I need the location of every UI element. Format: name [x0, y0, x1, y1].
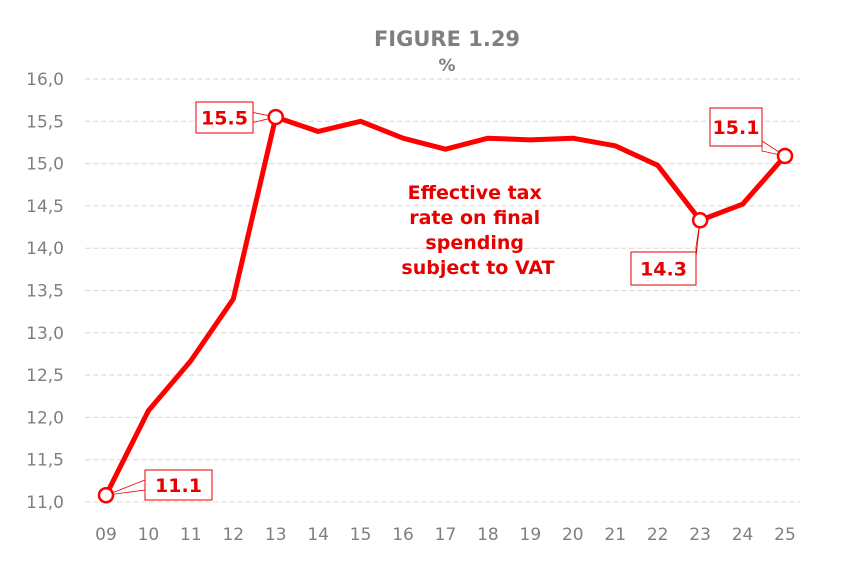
- x-tick-label: 12: [222, 525, 244, 545]
- series-label-line: Effective tax: [408, 182, 542, 204]
- data-point-marker: [691, 212, 709, 229]
- x-tick-label: 17: [435, 525, 457, 545]
- y-tick-label: 12,5: [26, 366, 64, 386]
- y-tick-label: 12,0: [26, 408, 64, 428]
- y-tick-label: 11,0: [26, 493, 64, 513]
- x-tick-label: 24: [732, 525, 754, 545]
- callout-box: [709, 107, 763, 147]
- y-tick-label: 15,5: [26, 112, 64, 132]
- x-tick-label: 13: [265, 525, 287, 545]
- data-label: 15.1: [713, 117, 760, 139]
- x-tick-label: 11: [180, 525, 202, 545]
- x-tick-label: 23: [689, 525, 711, 545]
- y-tick-label: 15,0: [26, 155, 64, 175]
- series-label-line: spending: [425, 232, 524, 254]
- x-tick-label: 10: [138, 525, 160, 545]
- x-tick-label: 19: [520, 525, 542, 545]
- y-tick-label: 16,0: [26, 70, 64, 90]
- y-tick-label: 14,0: [26, 239, 64, 259]
- x-tick-label: 15: [350, 525, 372, 545]
- callout-box: [144, 469, 213, 501]
- y-tick-label: 11,5: [26, 451, 64, 471]
- series-label: Effective tax rate on final spending sub…: [401, 182, 554, 279]
- x-tick-label: 25: [774, 525, 796, 545]
- chart-title: FIGURE 1.29: [374, 27, 520, 51]
- x-tick-label: 14: [307, 525, 329, 545]
- y-tick-label: 14,5: [26, 197, 64, 217]
- data-point-marker: [97, 486, 115, 504]
- chart-subtitle: %: [438, 56, 455, 76]
- callout-box: [630, 251, 697, 286]
- x-tick-label: 16: [392, 525, 414, 545]
- x-tick-label: 09: [95, 525, 117, 545]
- data-point-marker: [776, 147, 794, 165]
- callout-box: [195, 101, 254, 134]
- series-label-line: subject to VAT: [401, 257, 554, 279]
- series-label-line: rate on final: [409, 207, 540, 229]
- x-tick-label: 21: [604, 525, 626, 545]
- data-label: 14.3: [640, 259, 687, 281]
- data-label: 11.1: [155, 475, 202, 497]
- data-label: 15.5: [201, 108, 248, 130]
- series-line: [103, 114, 787, 497]
- data-point-marker: [267, 108, 284, 126]
- x-tick-label: 22: [647, 525, 669, 545]
- y-tick-label: 13,5: [26, 282, 64, 302]
- y-tick-label: 13,0: [26, 324, 64, 344]
- x-tick-label: 18: [477, 525, 499, 545]
- x-tick-label: 20: [562, 525, 584, 545]
